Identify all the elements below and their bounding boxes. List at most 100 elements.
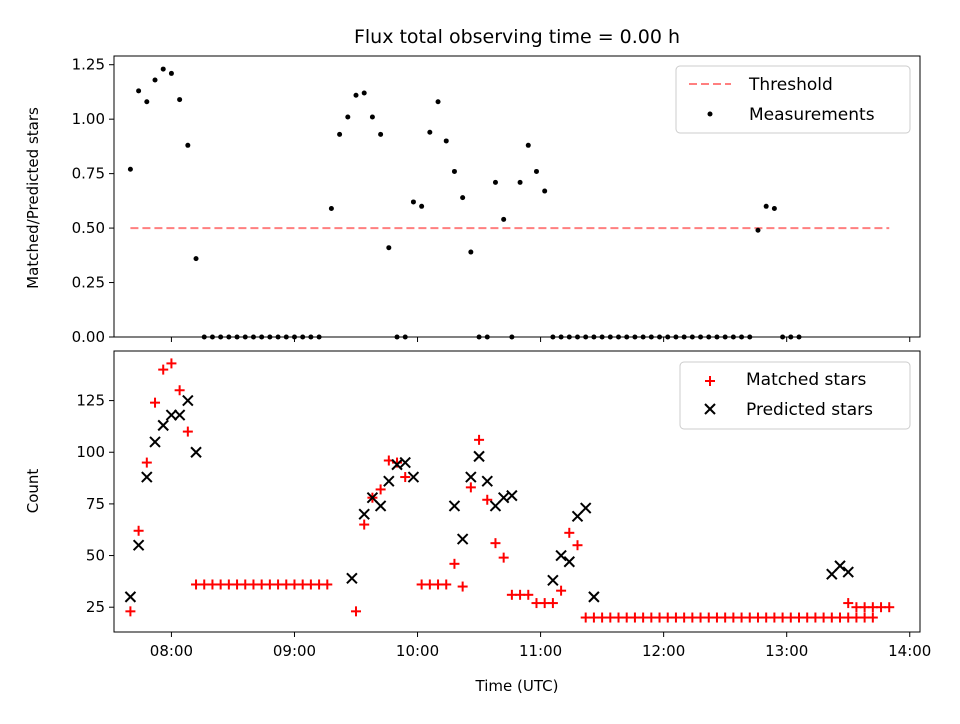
measurement-point xyxy=(328,205,334,211)
measurement-point xyxy=(369,114,375,120)
bottom-y-tick-label: 75 xyxy=(86,495,105,513)
matched-star-marker xyxy=(490,538,501,549)
measurement-point xyxy=(517,179,523,185)
predicted-star-marker xyxy=(407,471,420,483)
predicted-star-marker xyxy=(173,409,186,421)
predicted-star-marker xyxy=(842,566,854,578)
predicted-star-marker xyxy=(346,572,358,584)
x-tick-label: 13:00 xyxy=(765,642,808,660)
measurement-point xyxy=(152,77,158,83)
predicted-star-marker xyxy=(132,539,145,551)
predicted-star-marker xyxy=(547,574,559,587)
matched-star-marker xyxy=(884,602,895,613)
predicted-star-marker xyxy=(374,500,387,512)
measurement-point xyxy=(468,249,474,255)
matched-star-marker xyxy=(182,426,193,437)
measurement-point xyxy=(771,205,777,211)
legend-predicted-swatch xyxy=(704,403,716,415)
measurement-point xyxy=(168,70,174,76)
matched-star-marker xyxy=(141,457,152,468)
measurement-point xyxy=(160,66,166,72)
measurement-point xyxy=(542,188,548,194)
measurement-point xyxy=(136,88,142,94)
matched-star-marker xyxy=(150,397,161,408)
matched-star-marker xyxy=(158,364,169,375)
bottom-plot-frame xyxy=(113,350,921,633)
matched-star-marker xyxy=(359,519,370,530)
bottom-panel: Count Time (UTC) 25 50 75 100 125 08:00 09:00 1… xyxy=(24,350,931,695)
measurement-point xyxy=(419,203,425,209)
top-plot-frame xyxy=(113,55,921,338)
predicted-star-marker xyxy=(383,475,395,487)
measurement-point xyxy=(492,179,498,185)
matched-star-marker xyxy=(174,385,185,396)
measurement-point xyxy=(193,256,199,262)
top-y-axis-label: Matched/Predicted stars xyxy=(24,107,42,289)
predicted-star-marker xyxy=(358,508,370,520)
legend-matched-swatch xyxy=(705,376,715,386)
bottom-legend: Matched stars Predicted stars xyxy=(679,361,911,430)
top-y-tick-label: 0.75 xyxy=(72,165,105,183)
predicted-star-marker xyxy=(124,591,137,603)
predicted-star-marker xyxy=(588,591,600,603)
predicted-star-marker xyxy=(506,489,518,502)
predicted-star-marker xyxy=(391,458,403,471)
x-axis-label: Time (UTC) xyxy=(475,677,559,695)
matched-star-marker xyxy=(572,540,583,551)
predicted-star-marker xyxy=(141,471,153,483)
top-y-tick-label: 0.50 xyxy=(72,219,105,237)
top-legend-box xyxy=(675,65,911,134)
measurement-point xyxy=(144,99,150,105)
predicted-star-marker xyxy=(834,560,846,572)
measurement-point xyxy=(755,227,761,233)
predicted-star-marker xyxy=(473,450,485,463)
measurement-point xyxy=(386,245,392,251)
bottom-y-tick-label: 25 xyxy=(86,598,105,616)
x-tick-label: 14:00 xyxy=(888,642,931,660)
matched-star-marker xyxy=(322,579,333,590)
predicted-star-marker xyxy=(563,556,576,568)
x-tick-label: 08:00 xyxy=(150,642,193,660)
measurement-point xyxy=(460,195,466,201)
matched-star-marker xyxy=(843,598,854,609)
matched-star-marker xyxy=(498,552,509,563)
measurement-point xyxy=(378,131,384,137)
measurement-point xyxy=(185,142,191,148)
measurement-point xyxy=(533,168,539,174)
predicted-star-marker xyxy=(157,419,169,432)
matched-star-marker xyxy=(867,612,878,623)
matched-star-marker xyxy=(375,484,386,495)
top-y-tick-label: 0.25 xyxy=(72,274,105,292)
predicted-star-marker xyxy=(497,491,510,504)
measurement-point xyxy=(763,203,769,209)
predicted-star-marker xyxy=(182,394,194,407)
measurement-point xyxy=(127,166,133,172)
matched-star-marker xyxy=(523,589,534,600)
matched-star-marker xyxy=(474,434,485,445)
matched-star-marker xyxy=(133,525,144,536)
matched-star-marker xyxy=(465,482,476,493)
predicted-star-marker xyxy=(579,502,592,514)
legend-matched-label: Matched stars xyxy=(746,370,866,390)
legend-measurements-swatch xyxy=(707,111,713,117)
predicted-star-marker xyxy=(399,456,411,469)
matched-star-marker xyxy=(125,606,136,617)
top-panel: Flux total observing time = 0.00 h Match… xyxy=(24,26,921,346)
x-tick-label: 11:00 xyxy=(519,642,562,660)
measurement-point xyxy=(337,131,343,137)
matched-star-marker xyxy=(556,585,567,596)
predicted-star-marker xyxy=(465,471,477,483)
x-tick-label: 09:00 xyxy=(273,642,316,660)
matched-star-marker xyxy=(166,358,177,369)
legend-measurements-label: Measurements xyxy=(749,105,875,125)
predicted-star-marker xyxy=(555,549,567,562)
predicted-star-marker xyxy=(448,500,461,512)
matched-star-marker xyxy=(547,598,558,609)
matched-star-marker xyxy=(449,558,460,569)
legend-predicted-label: Predicted stars xyxy=(746,400,873,420)
bottom-y-axis-label: Count xyxy=(24,469,42,514)
predicted-star-marker xyxy=(456,533,469,545)
measurement-point xyxy=(443,138,449,144)
predicted-star-marker xyxy=(165,409,178,421)
